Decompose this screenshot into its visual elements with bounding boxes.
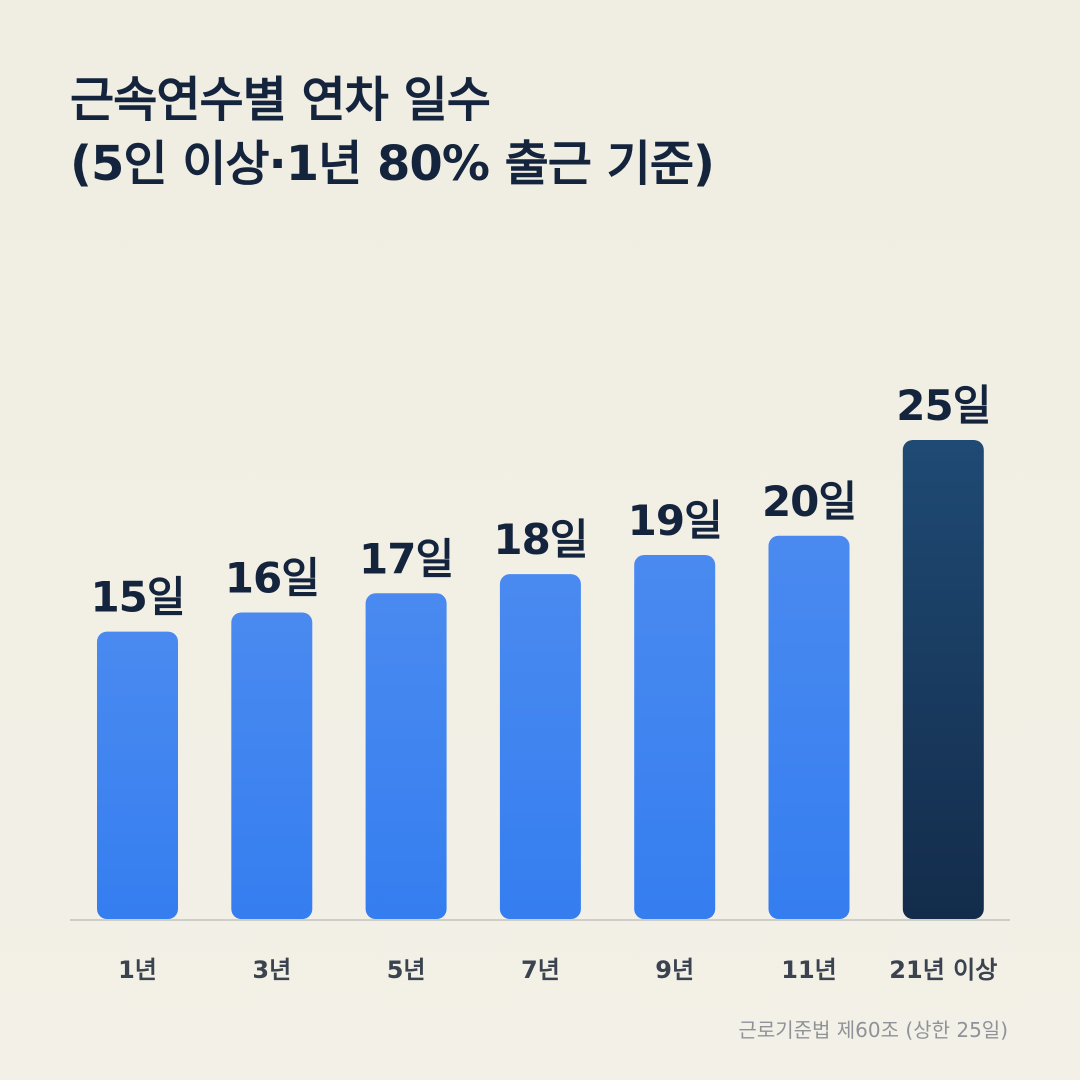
x-tick-label-2: 3년 <box>252 956 291 984</box>
bar-7 <box>902 440 984 919</box>
bar-4 <box>499 574 581 919</box>
bar-3 <box>365 593 447 919</box>
x-tick-label-4: 7년 <box>521 956 560 984</box>
data-label-7: 25일 <box>896 381 990 430</box>
chart-title-line-2: (5인 이상·1년 80% 출근 기준) <box>70 136 715 192</box>
bar-5 <box>634 554 716 919</box>
x-tick-label-3: 5년 <box>387 956 426 984</box>
data-label-3: 17일 <box>359 534 453 583</box>
data-label-5: 19일 <box>628 496 722 545</box>
x-tick-label-1: 1년 <box>118 956 157 984</box>
x-tick-label-6: 11년 <box>781 956 836 984</box>
data-label-4: 18일 <box>493 515 587 564</box>
data-label-2: 16일 <box>225 553 319 602</box>
source-note: 근로기준법 제60조 (상한 25일) <box>738 1018 1008 1042</box>
x-tick-label-5: 9년 <box>655 956 694 984</box>
bar-6 <box>768 535 850 919</box>
x-tick-label-7: 21년 이상 <box>889 956 997 984</box>
chart-title: 근속연수별 연차 일수 (5인 이상·1년 80% 출근 기준) <box>70 68 715 196</box>
chart-title-line-1: 근속연수별 연차 일수 <box>70 72 491 128</box>
bar-1 <box>97 631 178 919</box>
data-label-6: 20일 <box>762 477 856 526</box>
bar-2 <box>231 612 313 919</box>
data-label-1: 15일 <box>90 573 184 622</box>
